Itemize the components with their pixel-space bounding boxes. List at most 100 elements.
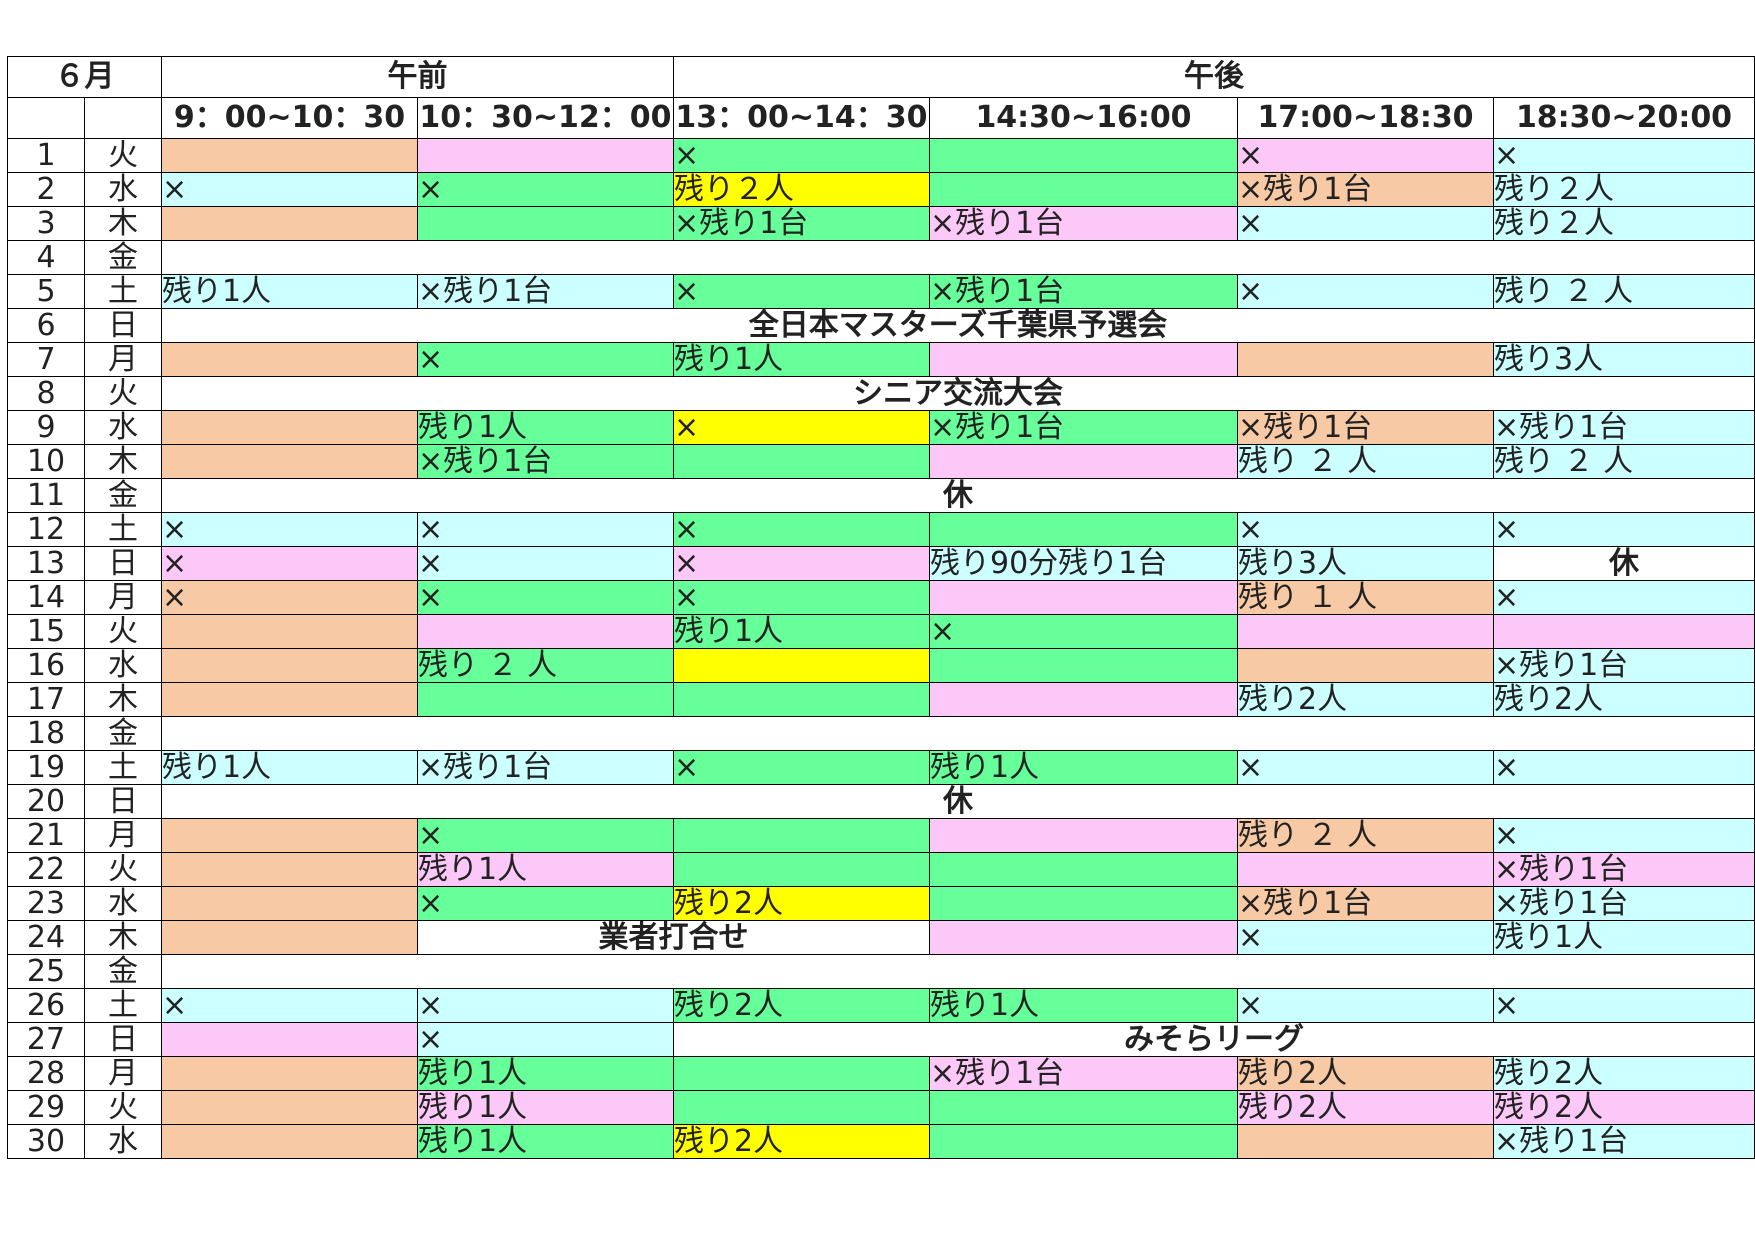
slot-cell: 残り2人 [1493,682,1755,717]
slot-cell: ×残り1台 [1493,1124,1755,1159]
day-number: 17 [7,682,85,717]
slot-cell: × [161,988,418,1023]
slot-cell: ×残り1台 [1493,886,1755,921]
slot-cell: ×残り1台 [929,410,1238,445]
slot-cell: × [673,546,930,581]
slot-cell [929,444,1238,479]
slot-cell [1237,342,1494,377]
event-banner: 休 [161,784,1755,819]
time-slot-header: 18:30~20:00 [1493,97,1755,139]
slot-cell [1237,852,1494,887]
day-row: 24 木 業者打合せ × 残り1人 [7,920,1755,955]
slot-cell: × [417,546,674,581]
day-number: 21 [7,818,85,853]
slot-cell: ×残り1台 [929,1056,1238,1091]
slot-cell: 残り2人 [673,988,930,1023]
slot-cell [1237,1124,1494,1159]
slot-cell: 残り2人 [1493,1090,1755,1125]
slot-cell: 残り2人 [1237,1090,1494,1125]
slot-cell: 残り1人 [1493,920,1755,955]
header-row-times: 9：00~10：30 10：30~12：00 13：00~14：30 14:30… [7,97,1755,139]
slot-cell: ×残り1台 [673,206,930,241]
day-row: 13 日 × × × 残り90分残り1台 残り3人休 [7,546,1755,581]
day-of-week: 月 [84,580,162,615]
slot-cell [161,410,418,445]
slot-cell: ×残り1台 [1493,410,1755,445]
reservation-schedule-table: ６月 午前 午後 9：00~10：30 10：30~12：00 13：00~14… [7,56,1755,1159]
slot-cell [161,682,418,717]
slot-cell: ×残り1台 [929,274,1238,309]
slot-cell [417,206,674,241]
slot-cell [929,648,1238,683]
slot-cell [673,1090,930,1125]
slot-cell [929,1090,1238,1125]
day-row: 20 日休 [7,784,1755,819]
slot-cell [929,138,1238,173]
slot-cell [673,818,930,853]
slot-cell: × [161,172,418,207]
slot-cell: × [673,138,930,173]
day-of-week: 火 [84,1090,162,1125]
day-row: 6 日全日本マスターズ千葉県予選会 [7,308,1755,343]
day-number: 1 [7,138,85,173]
event-banner: 業者打合せ [417,920,930,955]
slot-cell [161,886,418,921]
slot-cell: × [417,172,674,207]
slot-cell [161,614,418,649]
slot-cell: × [1237,988,1494,1023]
day-number: 16 [7,648,85,683]
day-of-week: 金 [84,716,162,751]
slot-cell: × [417,1022,674,1057]
day-of-week: 日 [84,1022,162,1057]
slot-cell: × [1493,750,1755,785]
day-row: 15 火 残り1人 × [7,614,1755,649]
time-slot-header: 17:00~18:30 [1237,97,1494,139]
slot-cell: ×残り1台 [1237,886,1494,921]
day-of-week: 月 [84,1056,162,1091]
time-slot-header: 14:30~16:00 [929,97,1238,139]
day-number: 28 [7,1056,85,1091]
day-number: 4 [7,240,85,275]
day-of-week: 火 [84,852,162,887]
time-slot-header: 10：30~12：00 [417,97,674,139]
slot-cell [161,1124,418,1159]
day-of-week: 日 [84,784,162,819]
day-row: 16 水 残り ２ 人 ×残り1台 [7,648,1755,683]
header-row-period: ６月 午前 午後 [7,56,1755,98]
day-row: 28 月残り1人 ×残り1台 残り2人 残り2人 [7,1056,1755,1091]
slot-cell [929,818,1238,853]
slot-cell [417,138,674,173]
day-row: 7 月 × 残り1人 残り3人 [7,342,1755,377]
day-row: 14 月 × × × 残り １ 人 × [7,580,1755,615]
day-number: 30 [7,1124,85,1159]
header-blank-day [7,97,85,139]
slot-cell: 残り １ 人 [1237,580,1494,615]
slot-cell: 残り2人 [673,886,930,921]
slot-cell: × [161,512,418,547]
slot-cell [161,954,1755,989]
slot-cell [673,444,930,479]
day-number: 25 [7,954,85,989]
slot-cell [929,920,1238,955]
day-of-week: 火 [84,376,162,411]
slot-cell: × [417,342,674,377]
slot-cell: 残り２人 [1493,172,1755,207]
day-number: 5 [7,274,85,309]
slot-cell [161,920,418,955]
day-row: 8 火シニア交流大会 [7,376,1755,411]
day-of-week: 火 [84,614,162,649]
slot-cell [161,1056,418,1091]
slot-cell: 残り1人 [161,274,418,309]
slot-cell: × [1237,750,1494,785]
day-row: 10 木 ×残り1台 残り ２ 人残り ２ 人 [7,444,1755,479]
slot-cell [929,342,1238,377]
day-of-week: 木 [84,444,162,479]
pm-label: 午後 [673,56,1755,98]
day-row: 21 月 × 残り ２ 人 × [7,818,1755,853]
day-number: 19 [7,750,85,785]
slot-cell: × [1493,512,1755,547]
day-of-week: 金 [84,240,162,275]
slot-cell: × [417,988,674,1023]
slot-cell [417,682,674,717]
